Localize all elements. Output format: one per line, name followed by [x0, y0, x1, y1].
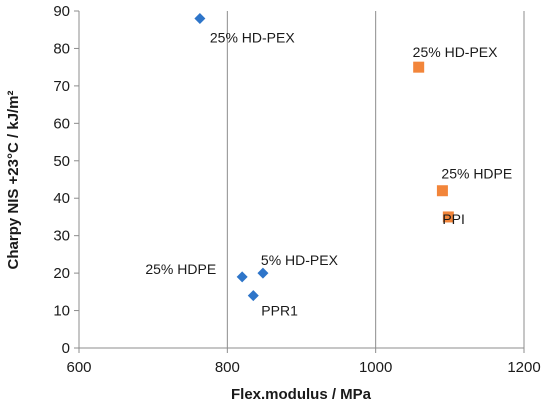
point-label: 25% HDPE: [441, 166, 512, 182]
point-label: PPR1: [261, 303, 298, 319]
axes: [74, 10, 525, 353]
point-label: 25% HDPE: [145, 261, 216, 277]
x-tick-label: 800: [215, 359, 240, 376]
x-tick-label: 1000: [359, 359, 392, 376]
y-tick-label: 60: [53, 115, 70, 132]
point-label: 25% HD-PEX: [413, 44, 498, 60]
y-tick-label: 80: [53, 40, 70, 57]
y-tick-label: 20: [53, 265, 70, 282]
y-tick-label: 40: [53, 190, 70, 207]
diamond-point: [236, 271, 248, 283]
diamond-point: [257, 267, 269, 279]
square-point: [413, 61, 425, 73]
y-tick-label: 10: [53, 303, 70, 320]
point-label: 5% HD-PEX: [261, 252, 339, 268]
x-axis-title: Flex.modulus / MPa: [231, 386, 372, 403]
y-tick-label: 30: [53, 228, 70, 245]
grid-lines: [226, 11, 525, 348]
x-tick-label: 1200: [507, 359, 540, 376]
point-label: 25% HD-PEX: [210, 29, 295, 45]
point-label: PPI: [442, 211, 465, 227]
data-points: [194, 12, 454, 302]
y-tick-label: 70: [53, 78, 70, 95]
diamond-point: [247, 290, 259, 302]
x-tick-label: 600: [66, 359, 91, 376]
point-labels: 25% HD-PEX 25% HDPE 5% HD-PEX PPR1 25% HD-PE…: [145, 29, 512, 318]
y-tick-label: 50: [53, 153, 70, 170]
square-point: [442, 211, 454, 223]
plot-area: [79, 11, 524, 348]
y-tick-label: 0: [62, 340, 70, 357]
tick-labels: 0 10 20 30 40 50 60 70 80 90 600 800 1000 1200: [53, 3, 540, 376]
diamond-point: [194, 12, 206, 24]
square-point: [436, 185, 448, 197]
y-axis-title: Charpy NIS +23°C / kJ/m²: [5, 91, 22, 270]
y-tick-label: 90: [53, 3, 70, 20]
